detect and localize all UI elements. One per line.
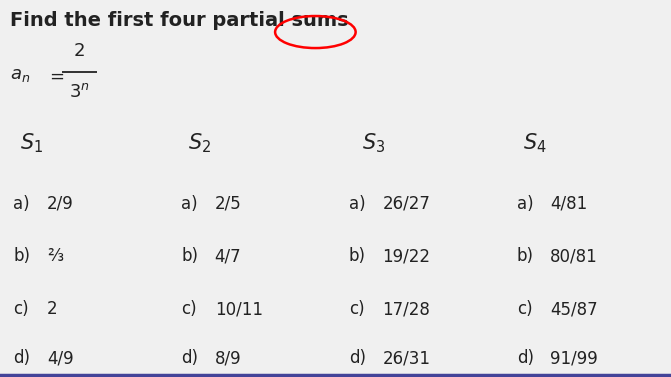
Text: 2/9: 2/9 xyxy=(47,195,74,213)
Text: d): d) xyxy=(349,349,366,367)
Text: a): a) xyxy=(181,195,198,213)
Text: ⅔: ⅔ xyxy=(47,247,63,265)
Text: 80/81: 80/81 xyxy=(550,247,598,265)
Text: $S_3$: $S_3$ xyxy=(362,132,386,155)
Text: d): d) xyxy=(13,349,30,367)
Text: $S_4$: $S_4$ xyxy=(523,132,547,155)
Text: c): c) xyxy=(13,300,29,318)
Text: 17/28: 17/28 xyxy=(382,300,430,318)
Text: b): b) xyxy=(181,247,198,265)
Text: 4/81: 4/81 xyxy=(550,195,588,213)
Text: 2: 2 xyxy=(47,300,58,318)
Text: Find the first four partial sums: Find the first four partial sums xyxy=(10,11,349,30)
Text: 8/9: 8/9 xyxy=(215,349,242,367)
Text: 91/99: 91/99 xyxy=(550,349,598,367)
Text: 26/31: 26/31 xyxy=(382,349,431,367)
Text: 4/7: 4/7 xyxy=(215,247,242,265)
Text: a): a) xyxy=(349,195,366,213)
Text: d): d) xyxy=(181,349,198,367)
Text: c): c) xyxy=(181,300,197,318)
Text: 45/87: 45/87 xyxy=(550,300,598,318)
Text: b): b) xyxy=(13,247,30,265)
Text: $3^n$: $3^n$ xyxy=(69,83,89,101)
Text: c): c) xyxy=(349,300,364,318)
Text: 4/9: 4/9 xyxy=(47,349,74,367)
Text: d): d) xyxy=(517,349,533,367)
Text: 2/5: 2/5 xyxy=(215,195,242,213)
Text: a): a) xyxy=(517,195,533,213)
Text: $a_n$: $a_n$ xyxy=(10,66,30,84)
Text: $2$: $2$ xyxy=(73,42,85,60)
Text: 19/22: 19/22 xyxy=(382,247,431,265)
Text: a): a) xyxy=(13,195,30,213)
Text: b): b) xyxy=(517,247,533,265)
Text: $S_2$: $S_2$ xyxy=(188,132,211,155)
Text: $=$: $=$ xyxy=(46,66,64,84)
Text: 26/27: 26/27 xyxy=(382,195,430,213)
Text: 10/11: 10/11 xyxy=(215,300,263,318)
Text: b): b) xyxy=(349,247,366,265)
Text: c): c) xyxy=(517,300,532,318)
Text: $S_1$: $S_1$ xyxy=(20,132,43,155)
